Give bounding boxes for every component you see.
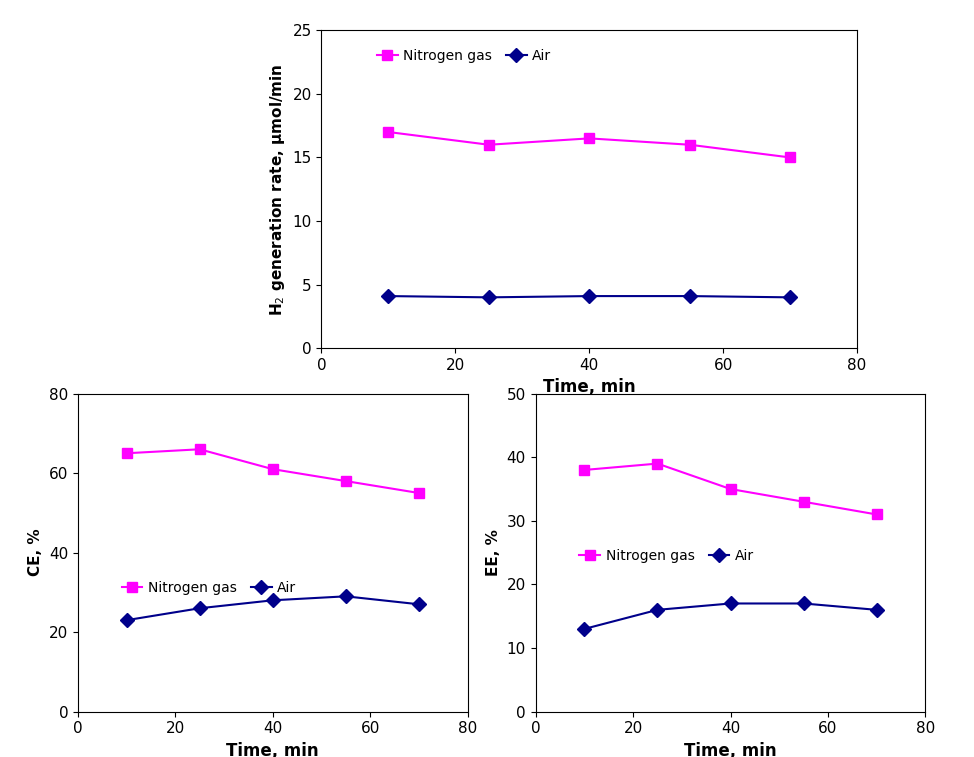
Air (194, 604, 206, 613)
Air (725, 599, 736, 608)
Nitrogen gas (583, 134, 595, 143)
Legend: Nitrogen gas, Air: Nitrogen gas, Air (371, 44, 557, 69)
Nitrogen gas (798, 497, 809, 506)
X-axis label: Time, min: Time, min (543, 378, 636, 397)
Legend: Nitrogen gas, Air: Nitrogen gas, Air (116, 575, 302, 600)
Air (784, 293, 796, 302)
Nitrogen gas (413, 488, 425, 497)
X-axis label: Time, min: Time, min (684, 742, 777, 757)
Nitrogen gas (267, 465, 279, 474)
Air (579, 625, 590, 634)
Nitrogen gas (652, 459, 663, 468)
Air (684, 291, 695, 301)
Line: Air: Air (580, 599, 881, 634)
Nitrogen gas (684, 140, 695, 149)
Nitrogen gas (194, 444, 206, 453)
Legend: Nitrogen gas, Air: Nitrogen gas, Air (574, 544, 760, 569)
X-axis label: Time, min: Time, min (226, 742, 319, 757)
Nitrogen gas (121, 449, 132, 458)
Nitrogen gas (579, 466, 590, 475)
Nitrogen gas (383, 127, 394, 136)
Air (340, 592, 352, 601)
Line: Nitrogen gas: Nitrogen gas (122, 444, 424, 498)
Nitrogen gas (784, 153, 796, 162)
Air (267, 596, 279, 605)
Air (121, 615, 132, 625)
Air (652, 606, 663, 615)
Line: Nitrogen gas: Nitrogen gas (384, 127, 795, 162)
Line: Nitrogen gas: Nitrogen gas (580, 459, 881, 519)
Line: Air: Air (384, 291, 795, 302)
Air (413, 600, 425, 609)
Y-axis label: H$_2$ generation rate, μmol/min: H$_2$ generation rate, μmol/min (268, 63, 287, 316)
Y-axis label: EE, %: EE, % (486, 529, 501, 576)
Air (583, 291, 595, 301)
Nitrogen gas (340, 477, 352, 486)
Nitrogen gas (871, 510, 882, 519)
Nitrogen gas (483, 140, 495, 149)
Line: Air: Air (122, 591, 424, 625)
Air (483, 293, 495, 302)
Air (871, 606, 882, 615)
Air (798, 599, 809, 608)
Y-axis label: CE, %: CE, % (28, 529, 43, 576)
Nitrogen gas (725, 484, 736, 494)
Air (383, 291, 394, 301)
